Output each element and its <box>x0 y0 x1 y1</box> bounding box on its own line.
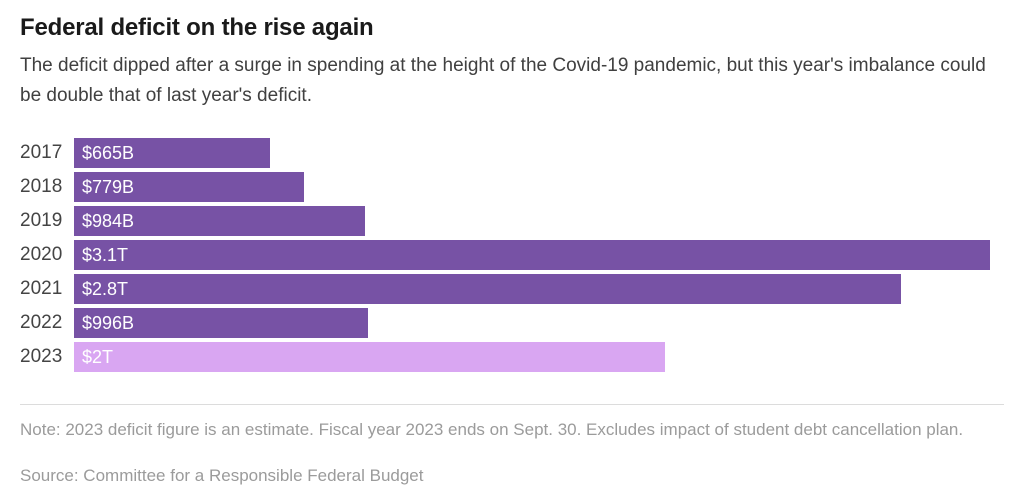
bar-value-label: $779B <box>82 176 135 197</box>
deficit-bar: $996B <box>74 308 368 339</box>
deficit-bar-chart: 2017 $665B 2018 $779B 2019 $984B 2020 $3.1T 2021… <box>20 138 1004 373</box>
chart-title: Federal deficit on the rise again <box>20 14 374 41</box>
bar-row-2019: 2019 $984B <box>20 206 1004 237</box>
year-label: 2018 <box>20 176 63 198</box>
year-label: 2021 <box>20 278 63 300</box>
deficit-bar: $984B <box>74 206 365 237</box>
bar-row-2017: 2017 $665B <box>20 138 1004 169</box>
divider <box>20 404 1004 406</box>
note-text: Note: 2023 deficit figure is an estimate… <box>20 420 964 440</box>
deficit-bar: $2.8T <box>74 274 901 305</box>
bar-value-label: $996B <box>82 312 135 333</box>
year-label: 2019 <box>20 210 63 232</box>
year-label: 2023 <box>20 346 63 368</box>
chart-subtitle: The deficit dipped after a surge in spen… <box>20 55 986 107</box>
source-text: Source: Committee for a Responsible Fede… <box>20 466 424 486</box>
deficit-bar: $665B <box>74 138 270 169</box>
year-label: 2022 <box>20 312 63 334</box>
bar-row-2021: 2021 $2.8T <box>20 274 1004 305</box>
deficit-bar: $2T <box>74 342 665 373</box>
deficit-bar: $779B <box>74 172 304 203</box>
bar-value-label: $2.8T <box>82 278 129 299</box>
bar-value-label: $984B <box>82 210 135 231</box>
bar-value-label: $3.1T <box>82 244 129 265</box>
bar-value-label: $2T <box>82 346 114 367</box>
bar-row-2023: 2023 $2T <box>20 342 1004 373</box>
year-label: 2020 <box>20 244 63 266</box>
bar-row-2020: 2020 $3.1T <box>20 240 1004 271</box>
year-label: 2017 <box>20 142 63 164</box>
bar-row-2018: 2018 $779B <box>20 172 1004 203</box>
deficit-bar: $3.1T <box>74 240 990 271</box>
bar-value-label: $665B <box>82 142 135 163</box>
bar-row-2022: 2022 $996B <box>20 308 1004 339</box>
